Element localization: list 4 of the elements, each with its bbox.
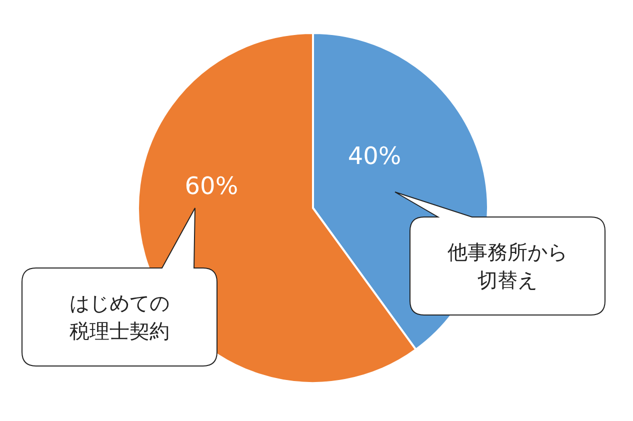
data-label: 60% [184,172,238,200]
data-label: 40% [348,142,402,170]
slice-label: はじめての税理士契約 [70,291,170,343]
slice-label: 他事務所から切替え [448,240,568,292]
